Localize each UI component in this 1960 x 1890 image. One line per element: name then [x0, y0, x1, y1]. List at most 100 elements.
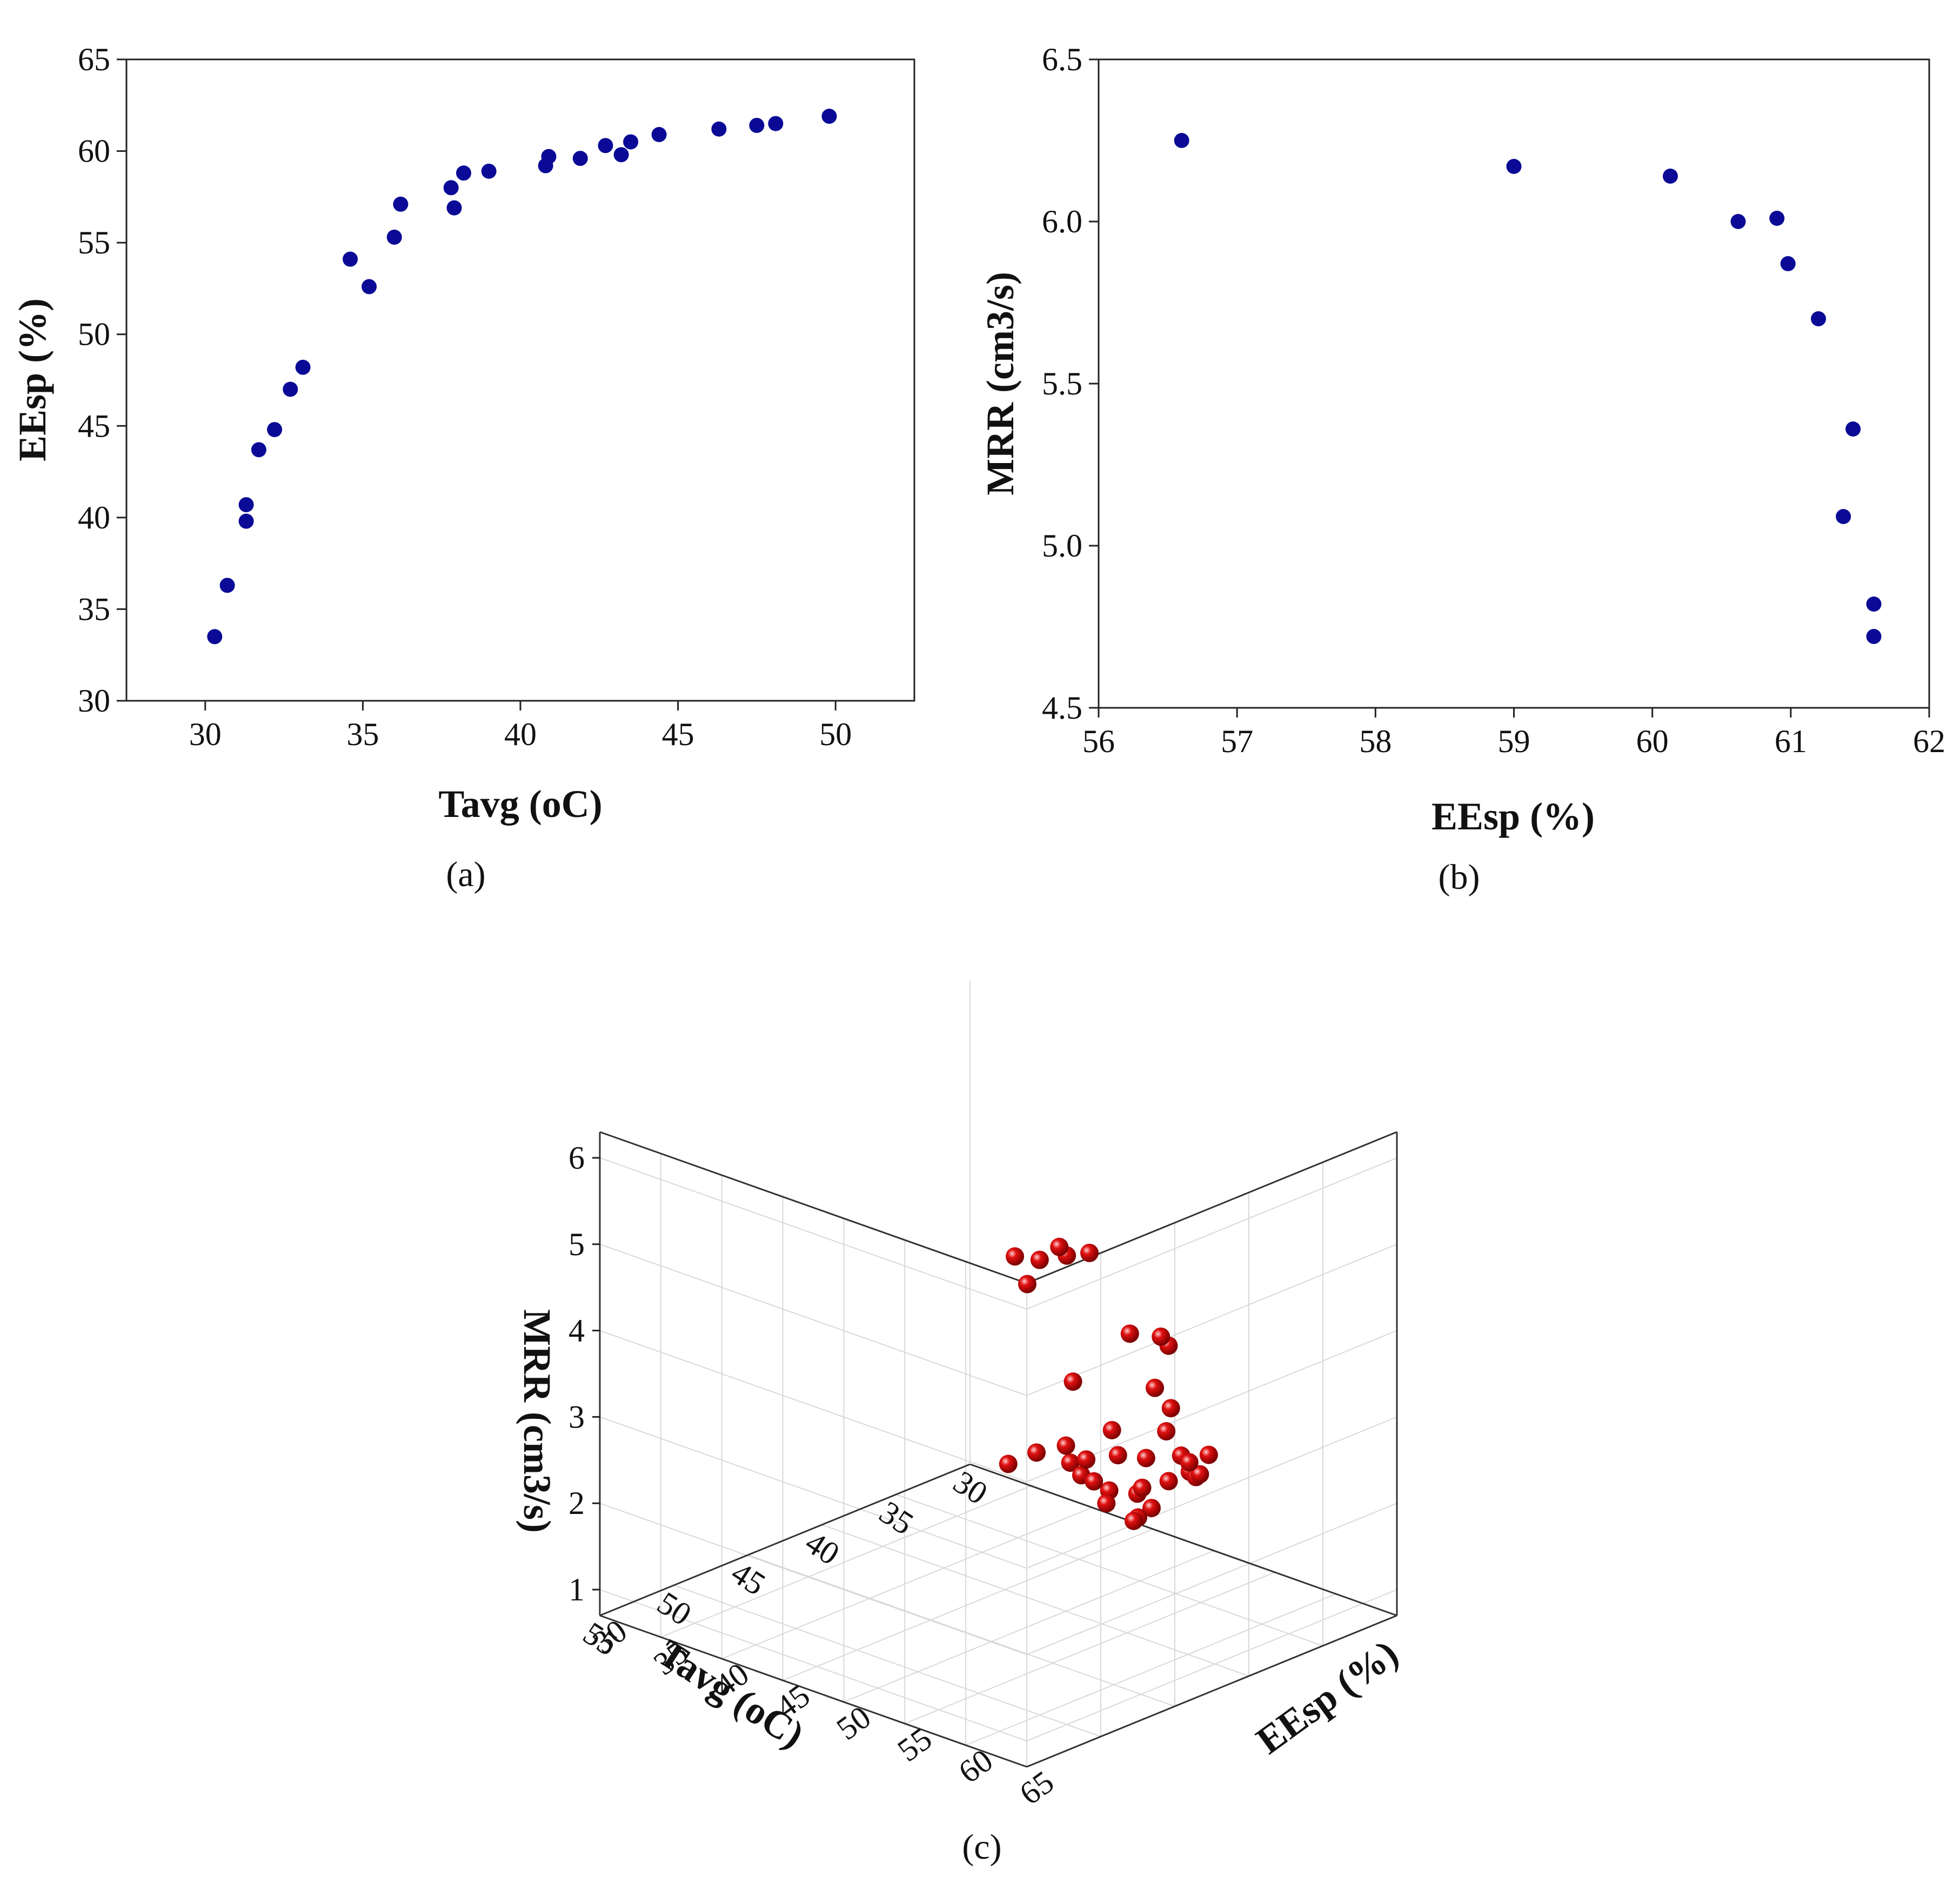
panel-a-ytick-label: 55 — [78, 225, 110, 260]
panel-c-data-point — [1027, 1443, 1046, 1462]
panel-b-xtick-label: 62 — [1913, 723, 1945, 759]
panel-b-xtick-label: 60 — [1636, 723, 1669, 759]
panel-a-data-point — [295, 359, 311, 375]
panel-a-data-point — [393, 196, 409, 212]
panel-a-data-point — [219, 578, 235, 593]
panel-c-data-point — [1050, 1237, 1069, 1256]
panel-c-data-point — [1180, 1453, 1199, 1472]
panel-c-grid-line — [673, 1585, 1101, 1737]
panel-b-data-point — [1811, 311, 1827, 326]
panel-a-data-point — [362, 279, 377, 294]
panel-c-data-point — [1077, 1450, 1096, 1469]
panel-c-data-point — [1085, 1472, 1103, 1491]
panel-a-data-point — [613, 147, 629, 163]
panel-a-label: (a) — [446, 855, 485, 894]
panel-a-data-point — [343, 251, 358, 267]
panel-c-data-point — [1133, 1478, 1152, 1497]
panel-b-xtick-label: 61 — [1775, 723, 1807, 759]
panel-c-grid-line — [965, 1593, 1336, 1746]
panel-b-xtick-label: 56 — [1082, 723, 1115, 759]
panel-b-xtick-label: 59 — [1498, 723, 1530, 759]
panel-c-grid-line — [599, 1503, 1027, 1656]
panel-b-xlabel: EEsp (%) — [1431, 795, 1595, 838]
panel-c-data-point — [1120, 1324, 1139, 1343]
panel-b-data-point — [1836, 509, 1851, 524]
panel-c-data-point — [1061, 1453, 1080, 1472]
panel-c-ztick-label: 4 — [568, 1313, 585, 1349]
panel-a-ytick-label: 60 — [78, 133, 110, 169]
panel-c-data-point — [1108, 1446, 1127, 1465]
panel-c-grid-line — [599, 1416, 1027, 1569]
panel-c-grid-line — [1026, 1243, 1397, 1396]
panel-c-data-point — [1152, 1327, 1170, 1346]
panel-c-ztick-label: 3 — [568, 1399, 585, 1435]
panel-b-label: (b) — [1439, 857, 1480, 897]
panel-c-data-point — [1080, 1243, 1099, 1262]
panel-a-ytick-label: 30 — [78, 683, 110, 719]
panel-c-box-edge — [599, 1463, 971, 1617]
panel-c-data-point — [1102, 1420, 1121, 1439]
panel-c-grid-line — [1026, 1416, 1397, 1569]
panel-c-box-edge — [599, 1614, 1027, 1768]
panel-b-ylabel: MRR (cm3/s) — [979, 272, 1022, 495]
panel-b-ytick-label: 6.0 — [1042, 204, 1082, 239]
panel-c-data-point — [1018, 1275, 1036, 1293]
panel-a-data-point — [768, 116, 784, 131]
panel-a-data-point — [238, 497, 254, 513]
panel-a-data-point — [386, 229, 402, 245]
panel-c-grid-line — [660, 1485, 1032, 1638]
panel-a-data-point — [711, 121, 727, 137]
panel-c-data-point — [1056, 1436, 1075, 1455]
panel-c-data-point — [1030, 1250, 1049, 1269]
panel-c-data-point — [1161, 1399, 1180, 1418]
panel-a-scatter: 30 35 40 45 50 30 35 40 45 50 55 60 65 Tavg (oC) EEs… — [11, 42, 915, 894]
panel-c-data-point — [1063, 1372, 1082, 1391]
panel-c-grid-line — [1026, 1157, 1397, 1310]
panel-c-zlabel: MRR (cm3/s) — [516, 1309, 559, 1533]
panel-c-data-point — [1199, 1445, 1218, 1464]
panel-c-ztick-label: 1 — [568, 1572, 585, 1607]
panel-a-xtick-label: 40 — [504, 716, 537, 752]
panel-a-ytick-label: 35 — [78, 591, 110, 627]
panel-a-xtick-label: 45 — [662, 716, 694, 752]
panel-c-data-point — [1136, 1449, 1155, 1467]
panel-b-scatter: 56 57 58 59 60 61 62 4.5 5.0 5.5 6.0 6.5 EEsp (%) M… — [979, 42, 1945, 897]
panel-a-xtick-label: 30 — [189, 716, 222, 752]
panel-a-xtick-label: 50 — [819, 716, 852, 752]
panel-a-ytick-label: 45 — [78, 408, 110, 444]
panel-c-grid-line — [782, 1529, 1153, 1681]
panel-b-ytick-label: 4.5 — [1042, 690, 1082, 726]
panel-c-ztick-label: 5 — [568, 1227, 585, 1262]
panel-b-data-point — [1780, 256, 1796, 271]
panel-a-data-point — [251, 442, 266, 458]
panel-a-data-point — [283, 381, 298, 397]
panel-a-xlabel: Tavg (oC) — [438, 782, 602, 826]
panel-b-xtick-label: 58 — [1359, 723, 1392, 759]
panel-b-data-point — [1730, 214, 1746, 229]
panel-c-grid-line — [1026, 1589, 1397, 1741]
panel-a-ytick-label: 50 — [78, 317, 110, 352]
panel-b-data-point — [1769, 211, 1785, 226]
panel-b-data-point — [1866, 597, 1882, 612]
panel-a-ylabel: EEsp (%) — [11, 298, 54, 461]
panel-a-ytick-label: 65 — [78, 42, 110, 77]
panel-c-grid-line — [599, 1330, 1027, 1483]
panel-b-data-point — [1845, 421, 1861, 437]
panel-a-data-point — [821, 109, 837, 124]
panel-b-ytick-label: 6.5 — [1042, 42, 1082, 77]
panel-c-grid-line — [1026, 1503, 1397, 1656]
panel-c-data-point — [1146, 1378, 1165, 1397]
panel-a-data-point — [267, 422, 283, 438]
panel-c-data-point — [999, 1455, 1018, 1473]
panel-c-grid-line — [599, 1157, 1027, 1310]
panel-a-data-point — [443, 180, 459, 196]
panel-b-data-point — [1506, 159, 1522, 174]
panel-a-xtick-label: 35 — [346, 716, 379, 752]
panel-a-data-point — [623, 134, 639, 150]
panel-c-label: (c) — [962, 1827, 1001, 1867]
panel-c-grid-line — [599, 1243, 1027, 1396]
panel-b-data-point — [1662, 169, 1678, 184]
panel-b-xtick-label: 57 — [1221, 723, 1253, 759]
panel-c-data-point — [1142, 1498, 1161, 1517]
